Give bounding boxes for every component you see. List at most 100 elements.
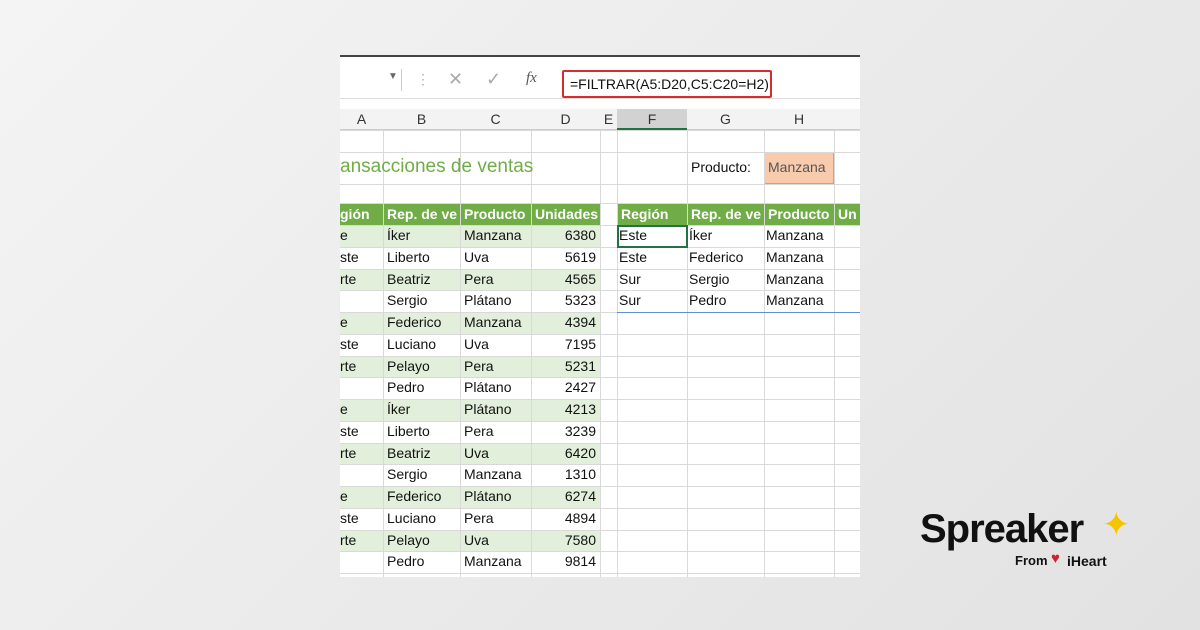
- grid-line: [340, 507, 860, 509]
- left-header-fill: [340, 203, 600, 225]
- table-cell: 5231: [564, 357, 596, 374]
- sheet-title: ansacciones de ventas: [340, 156, 534, 177]
- table-cell: Pelayo: [387, 531, 430, 548]
- grid-line: [340, 529, 860, 531]
- filter-value: Manzana: [768, 159, 826, 175]
- table-cell: 5619: [564, 248, 596, 265]
- table-cell: Pera: [464, 422, 494, 439]
- grid-line: [617, 130, 618, 577]
- name-box[interactable]: [340, 69, 402, 91]
- separator: ⋮: [416, 71, 430, 87]
- table-header: Rep. de ve: [691, 206, 762, 222]
- grid-line: [340, 399, 860, 400]
- band-fill: [340, 399, 600, 421]
- grid-line: [340, 290, 860, 292]
- right-header-fill: [617, 203, 860, 225]
- table-cell: Manzana: [464, 553, 522, 570]
- table-cell: Íker: [387, 401, 411, 417]
- column-header: A: [356, 111, 367, 127]
- grid-line: [340, 246, 860, 248]
- band-fill: [340, 442, 600, 465]
- grid-line: [687, 130, 688, 577]
- table-cell: 6420: [564, 444, 596, 461]
- table-cell: Plátano: [464, 401, 512, 417]
- table-cell: ste: [340, 248, 359, 265]
- column-header: F: [647, 111, 657, 127]
- column-header: C: [490, 111, 501, 127]
- band-fill: [340, 312, 600, 334]
- table-cell: Uva: [464, 531, 489, 548]
- grid-line: [460, 130, 461, 577]
- formula-text[interactable]: =FILTRAR(A5:D20,C5:C20=H2): [562, 70, 772, 98]
- table-cell: Sergio: [387, 466, 428, 483]
- fx-icon[interactable]: fx: [526, 70, 537, 86]
- table-cell: Luciano: [387, 509, 437, 526]
- table-cell: e: [340, 227, 348, 243]
- table-cell: Pedro: [689, 292, 727, 309]
- grid-line: [340, 377, 860, 379]
- table-cell: ste: [340, 335, 359, 352]
- table-cell: Plátano: [464, 292, 512, 309]
- table-cell: Beatriz: [387, 270, 431, 287]
- logo-heart: ♥: [1051, 550, 1060, 567]
- formula-bar: [340, 57, 860, 99]
- logo-brand: Spreaker: [920, 507, 1084, 551]
- cancel-icon[interactable]: ✕: [448, 69, 464, 89]
- table-cell: 4213: [564, 401, 596, 417]
- grid-line: [340, 225, 860, 226]
- column-header: B: [416, 111, 427, 127]
- table-header: Producto: [464, 206, 526, 222]
- table-cell: 3239: [564, 422, 596, 439]
- logo-partner: iHeart: [1067, 553, 1107, 569]
- grid-line: [834, 130, 835, 577]
- table-cell: 4565: [564, 270, 596, 287]
- grid-line: [340, 420, 860, 422]
- table-cell: Manzana: [766, 248, 824, 265]
- table-cell: Luciano: [387, 335, 437, 352]
- table-cell: Pera: [464, 270, 494, 287]
- table-cell: Pera: [464, 357, 494, 374]
- table-cell: Manzana: [766, 270, 824, 287]
- table-cell: e: [340, 314, 348, 330]
- table-cell: 4894: [564, 509, 596, 526]
- grid-line: [600, 130, 601, 577]
- band-fill: [340, 529, 600, 552]
- grid-line: [383, 130, 384, 577]
- table-header: Producto: [768, 206, 830, 222]
- table-cell: Íker: [689, 227, 713, 243]
- grid-line: [531, 130, 532, 577]
- table-cell: Uva: [464, 335, 489, 352]
- grid-line: [340, 355, 860, 357]
- table-cell: rte: [340, 444, 357, 461]
- column-header-bar: [340, 109, 860, 130]
- dropdown-arrow[interactable]: ▼: [388, 71, 398, 82]
- table-cell: 1310: [564, 466, 596, 483]
- table-cell: Pedro: [387, 553, 425, 570]
- table-cell: Sur: [619, 292, 641, 309]
- table-cell: 2427: [564, 379, 596, 396]
- table-cell: Sur: [619, 270, 641, 287]
- table-cell: Pedro: [387, 379, 425, 396]
- enter-icon[interactable]: ✓: [486, 69, 502, 89]
- table-cell: Beatriz: [387, 444, 431, 461]
- table-cell: Pera: [464, 509, 494, 526]
- table-header: Unidades: [535, 206, 599, 222]
- grid-line: [340, 486, 860, 487]
- table-cell: Sergio: [689, 270, 730, 287]
- spreaker-logo: Spreaker ✦ From ♥ iHeart: [920, 505, 1140, 575]
- table-cell: Manzana: [464, 227, 522, 243]
- table-cell: Manzana: [766, 292, 824, 309]
- grid-line: [340, 203, 860, 204]
- spill-border: [617, 312, 860, 313]
- table-header: gión: [340, 206, 370, 222]
- grid-line: [340, 551, 860, 553]
- band-fill: [340, 225, 600, 247]
- table-cell: rte: [340, 270, 357, 287]
- band-fill: [340, 355, 600, 378]
- table-header: Rep. de ve: [387, 206, 458, 222]
- table-cell: ste: [340, 509, 359, 526]
- table-cell: Plátano: [464, 379, 512, 396]
- table-cell: Este: [619, 227, 648, 243]
- filter-value-fill: [764, 152, 834, 184]
